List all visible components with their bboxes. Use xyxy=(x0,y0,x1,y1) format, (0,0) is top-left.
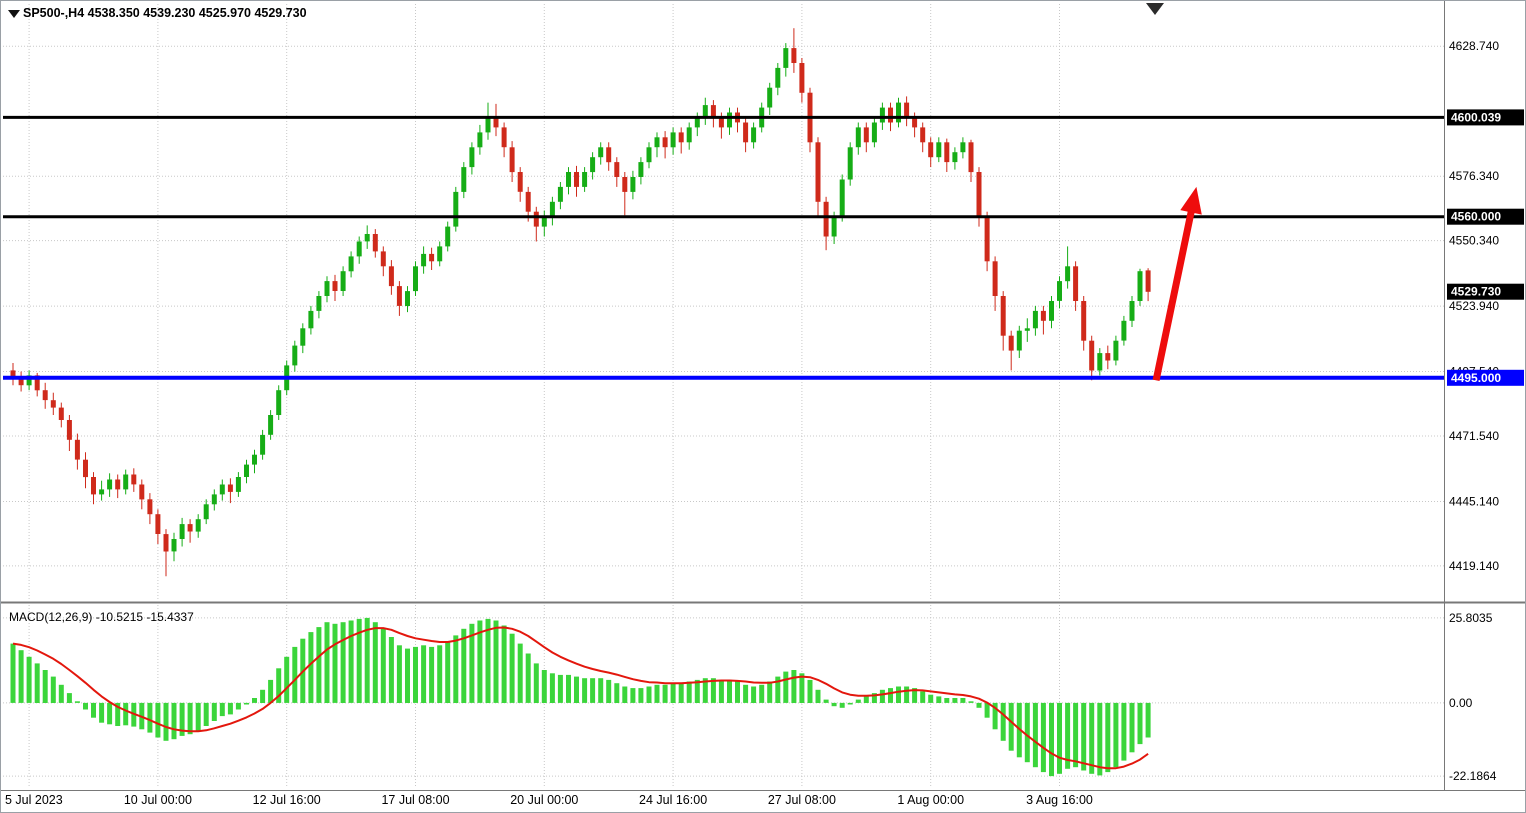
time-axis-label: 20 Jul 00:00 xyxy=(510,793,578,807)
macd-signal-line xyxy=(12,626,1149,770)
time-axis-label: 3 Aug 16:00 xyxy=(1026,793,1093,807)
symbol-ohlc-label: SP500-,H4 4538.350 4539.230 4525.970 452… xyxy=(23,6,307,20)
time-axis-label: 17 Jul 08:00 xyxy=(381,793,449,807)
autoscroll-marker-icon xyxy=(1146,3,1164,15)
macd-histogram xyxy=(10,617,1151,777)
time-axis-label: 5 Jul 2023 xyxy=(5,793,63,807)
time-axis-label: 24 Jul 16:00 xyxy=(639,793,707,807)
time-axis-label: 10 Jul 00:00 xyxy=(124,793,192,807)
price-axis-label: 4576.340 xyxy=(1449,169,1499,183)
price-axis-label: 4445.140 xyxy=(1449,495,1499,509)
svg-text:4560.000: 4560.000 xyxy=(1451,210,1501,224)
macd-axis-label: 25.8035 xyxy=(1449,611,1493,625)
price-axis-label: 4628.740 xyxy=(1449,39,1499,53)
time-axis-label: 1 Aug 00:00 xyxy=(897,793,964,807)
macd-indicator-label: MACD(12,26,9) -10.5215 -15.4337 xyxy=(9,610,194,624)
trend-arrow[interactable] xyxy=(1152,186,1202,382)
price-axis-label: 4523.940 xyxy=(1449,299,1499,313)
time-axis-label: 27 Jul 08:00 xyxy=(768,793,836,807)
time-axis-label: 12 Jul 16:00 xyxy=(253,793,321,807)
macd-axis-label: -22.1864 xyxy=(1449,769,1497,783)
price-axis-label: 4550.340 xyxy=(1449,234,1499,248)
candles xyxy=(10,28,1151,577)
price-line-label: 4600.039 xyxy=(1447,109,1524,126)
svg-text:4495.000: 4495.000 xyxy=(1451,371,1501,385)
svg-text:4529.730: 4529.730 xyxy=(1451,285,1501,299)
price-line-label: 4495.000 xyxy=(1447,369,1524,386)
svg-text:4600.039: 4600.039 xyxy=(1451,110,1501,124)
price-axis-label: 4471.540 xyxy=(1449,429,1499,443)
macd-axis-label: 0.00 xyxy=(1449,696,1473,710)
price-line-label: 4560.000 xyxy=(1447,208,1524,225)
current-price-label: 4529.730 xyxy=(1447,283,1524,300)
price-axis-label: 4419.140 xyxy=(1449,559,1499,573)
symbol-triangle-icon xyxy=(8,10,20,18)
